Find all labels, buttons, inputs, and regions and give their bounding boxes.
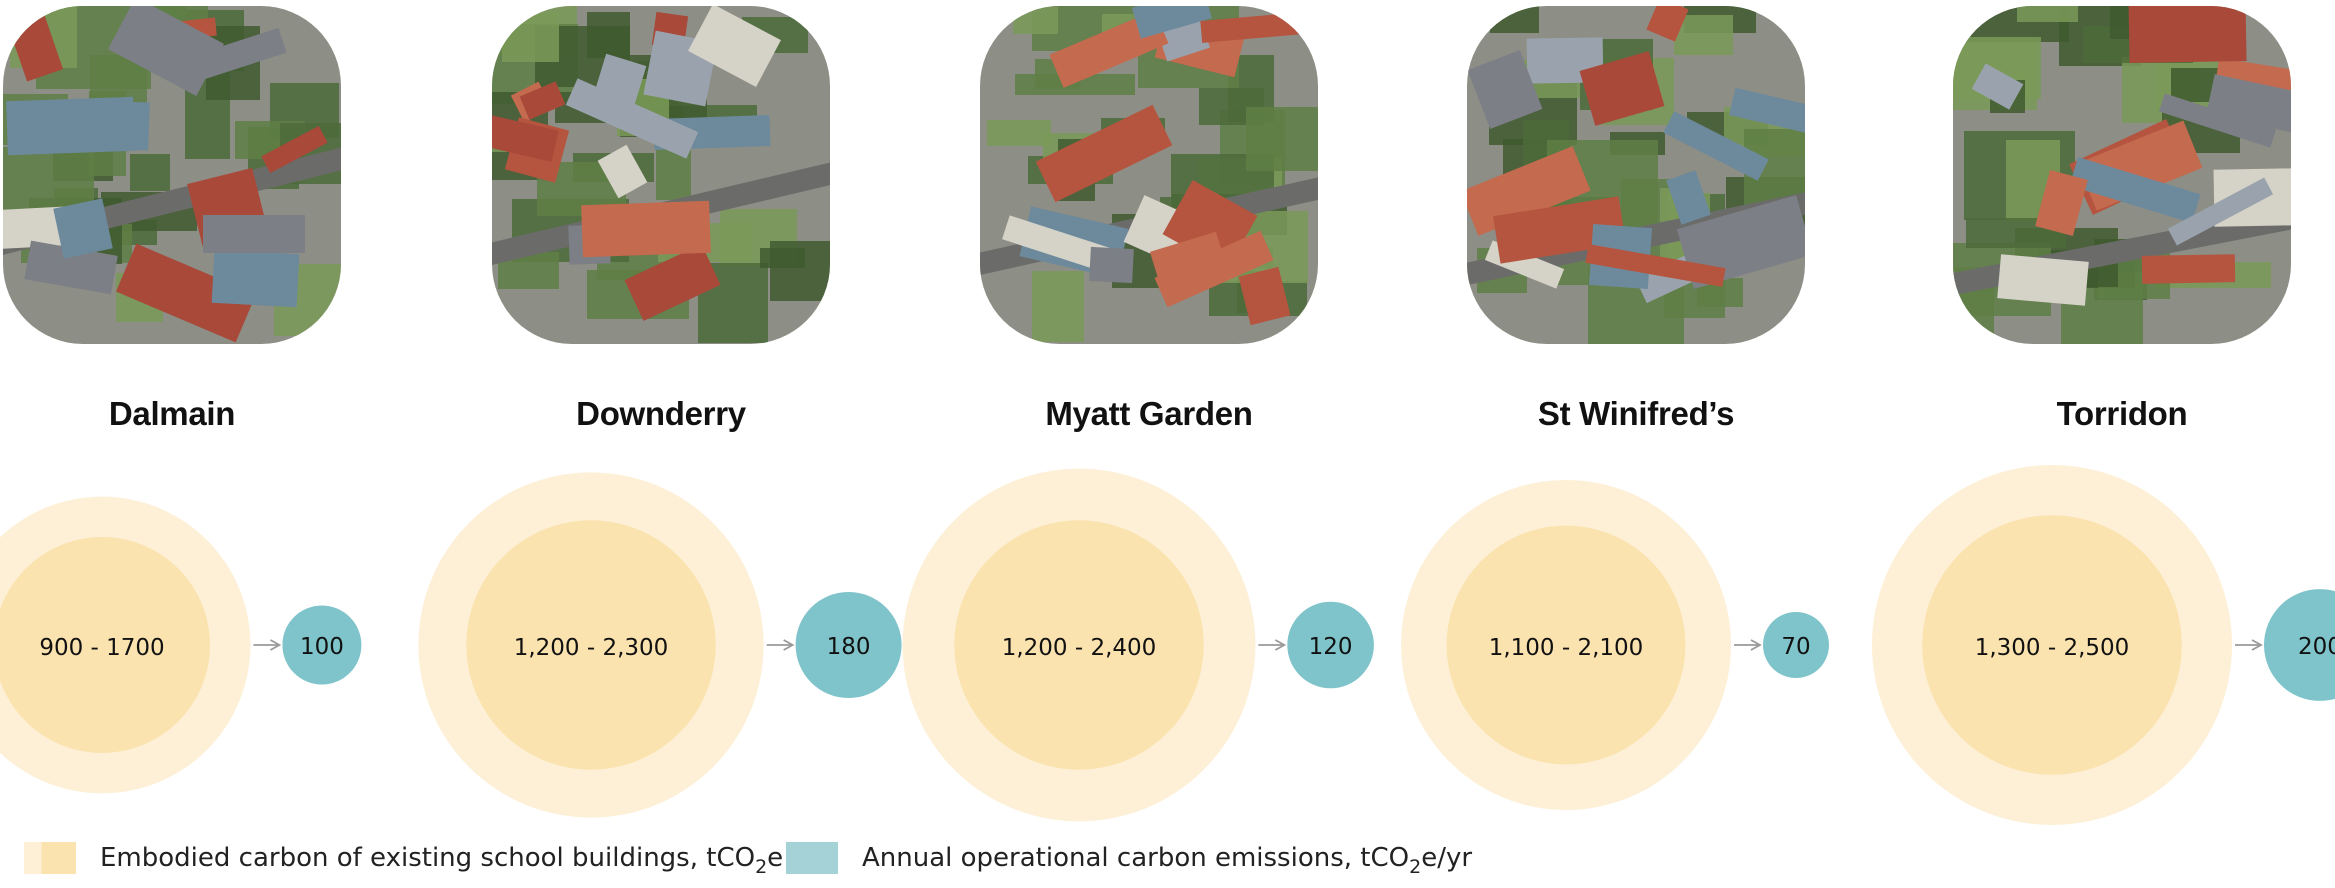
legend-suffix-operational: e/yr <box>1421 843 1473 873</box>
school-photo <box>492 6 830 344</box>
legend-label-embodied: Embodied carbon of existing school build… <box>100 842 784 878</box>
legend-suffix-embodied: e <box>767 843 784 873</box>
school-bubble-group: 1,200 - 2,400 120 <box>902 468 1374 822</box>
embodied-low-bubble <box>1922 515 2182 775</box>
operational-value-label: 70 <box>1781 634 1810 660</box>
legend-swatch-operational <box>786 842 838 874</box>
school-name: Dalmain <box>108 395 236 432</box>
embodied-range-label: 1,100 - 2,100 <box>1489 635 1644 661</box>
operational-value-label: 180 <box>827 634 871 660</box>
embodied-low-bubble <box>466 520 716 770</box>
embodied-range-label: 1,300 - 2,500 <box>1975 635 2130 661</box>
embodied-low-bubble <box>1446 525 1686 765</box>
embodied-low-bubble <box>0 537 210 753</box>
school-bubble-group: 900 - 1700 100 <box>0 496 362 794</box>
school-photo <box>1467 6 1805 344</box>
school-bubble-group: 1,300 - 2,500 200 <box>1872 465 2335 825</box>
operational-value-label: 120 <box>1309 634 1353 660</box>
legend-subscript-embodied: 2 <box>755 856 768 878</box>
legend-text-embodied: Embodied carbon of existing school build… <box>100 843 756 873</box>
embodied-low-bubble <box>954 520 1204 770</box>
operational-bubble <box>2264 589 2335 701</box>
operational-bubble <box>1763 612 1829 678</box>
legend-subscript-operational: 2 <box>1409 856 1422 878</box>
school-photo <box>980 6 1318 344</box>
school-name: Downderry <box>576 395 746 432</box>
operational-bubble <box>282 605 362 685</box>
legend-swatch-embodied <box>24 842 76 874</box>
school-photo <box>3 6 341 344</box>
school-name: St Winifred’s <box>1537 395 1735 432</box>
embodied-range-label: 1,200 - 2,400 <box>1002 635 1157 661</box>
legend-text-operational: Annual operational carbon emissions, tCO <box>862 843 1410 873</box>
school-bubble-group: 1,100 - 2,100 70 <box>1401 480 1829 810</box>
school-bubble-group: 1,200 - 2,300 180 <box>418 472 902 818</box>
operational-value-label: 100 <box>300 634 344 660</box>
aerial-photo-image <box>1953 6 2291 344</box>
operational-bubble <box>795 592 902 698</box>
school-name: Myatt Garden <box>1045 395 1253 432</box>
legend-label-operational: Annual operational carbon emissions, tCO… <box>862 842 1473 878</box>
aerial-photo-image <box>1467 6 1805 344</box>
embodied-range-label: 900 - 1700 <box>39 635 164 661</box>
aerial-photo-image <box>980 6 1318 344</box>
operational-bubble <box>1287 601 1374 689</box>
embodied-range-label: 1,200 - 2,300 <box>514 635 669 661</box>
aerial-photo-image <box>3 6 341 344</box>
school-name: Torridon <box>2056 395 2188 432</box>
operational-value-label: 200 <box>2298 634 2335 660</box>
aerial-photo-image <box>492 6 830 344</box>
school-photo <box>1953 6 2291 344</box>
